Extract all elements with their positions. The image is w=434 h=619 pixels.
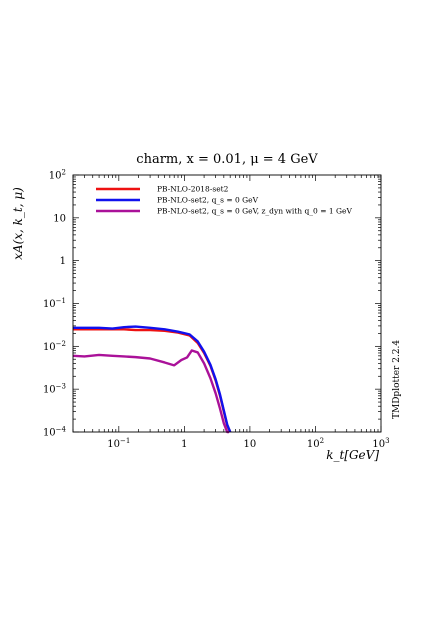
y-tick-label: 10−1 [43,297,66,310]
x-tick-label: 103 [372,437,389,450]
x-axis-label-group: k_t[GeV] [326,448,379,462]
ticks: 10−1 1 10 102 103 10−4 10−3 10−2 10−1 1 10 102 [43,169,390,451]
y-tick-label: 1 [60,256,66,267]
y-axis-label: xA(x, k_t, μ) [11,187,25,260]
x-tick-label: 1 [181,439,187,450]
legend-label-1: PB-NLO-set2, q_s = 0 GeV [157,196,259,205]
x-tick-label: 10−1 [107,437,130,450]
legend-label-0: PB-NLO-2018-set2 [157,185,229,194]
y-tick-label: 102 [49,169,66,182]
x-tick-label: 10 [244,439,257,450]
tmdplotter-label: TMDplotter 2.2.4 [392,340,402,419]
y-tick-label: 10 [53,213,66,224]
series-line-0 [73,328,232,433]
y-tick-label: 10−4 [43,426,67,439]
x-tick-label: 102 [307,437,324,450]
x-axis-label: k_t[GeV] [326,448,379,462]
y-tick-label: 10−3 [43,383,66,396]
legend: PB-NLO-2018-set2 PB-NLO-set2, q_s = 0 GeV… [96,185,352,216]
plot-frame [72,174,382,433]
y-tick-label: 10−2 [43,340,66,353]
series-lines [72,325,232,434]
series-line-2 [72,349,230,434]
chart-title: charm, x = 0.01, μ = 4 GeV [136,152,318,167]
legend-label-2: PB-NLO-set2, q_s = 0 GeV, z_dyn with q_0… [157,207,352,216]
series-line-1 [73,325,232,433]
y-axis-label-group: xA(x, k_t, μ) [11,187,25,260]
